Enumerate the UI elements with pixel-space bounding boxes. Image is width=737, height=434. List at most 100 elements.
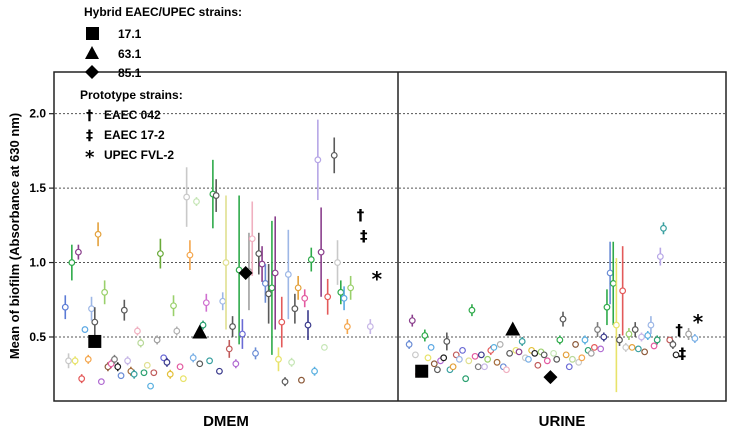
point-marker — [575, 358, 583, 366]
point-marker — [314, 156, 322, 164]
strain-point — [347, 275, 355, 300]
point-marker — [559, 315, 567, 323]
point-marker — [531, 349, 539, 357]
strain-point — [150, 369, 158, 377]
strain-point — [120, 299, 128, 321]
strain-point — [222, 195, 230, 330]
point-marker — [337, 288, 345, 296]
point-marker — [343, 323, 351, 330]
point-marker — [609, 279, 617, 287]
point-marker — [465, 357, 473, 365]
point-marker — [493, 358, 501, 366]
point-marker — [265, 290, 273, 298]
strain-point — [606, 241, 614, 305]
strain-point — [193, 197, 200, 206]
point-marker — [301, 294, 309, 302]
point-marker — [650, 342, 658, 350]
strain-point — [330, 137, 338, 174]
strain-point — [405, 339, 413, 349]
point-marker — [490, 344, 498, 351]
strain-point — [481, 363, 488, 371]
strain-point — [275, 347, 282, 372]
point-marker — [275, 355, 282, 363]
legend-diamond-icon — [85, 65, 99, 79]
point-marker — [71, 357, 79, 365]
strain-point — [493, 358, 501, 366]
point-marker — [506, 349, 514, 357]
point-marker — [340, 294, 348, 302]
point-marker — [84, 355, 92, 363]
strain-point — [88, 296, 95, 321]
strain-point — [660, 222, 667, 235]
y-tick-label-3: 2.0 — [29, 107, 46, 121]
strain-point — [656, 247, 664, 266]
y-tick-label-1: 1.0 — [29, 256, 46, 270]
strain-point — [468, 304, 476, 317]
point-marker — [481, 363, 488, 371]
strain-point — [265, 264, 273, 324]
strain-point — [71, 356, 79, 366]
point-marker — [594, 326, 601, 333]
point-marker — [660, 224, 667, 232]
point-marker — [150, 369, 158, 377]
point-marker — [196, 360, 204, 368]
point-marker — [311, 367, 318, 375]
strain-point — [137, 338, 145, 348]
strain-point — [506, 349, 514, 357]
point-marker — [199, 321, 207, 329]
strain-point — [314, 119, 322, 201]
point-marker — [477, 351, 485, 359]
strain-point — [597, 345, 605, 353]
strain-point — [65, 353, 72, 369]
strain-point — [644, 331, 652, 340]
strain-point — [452, 351, 460, 359]
strain-point — [421, 329, 429, 342]
strain-point — [628, 344, 636, 351]
point-marker — [330, 151, 338, 159]
point-marker — [170, 302, 177, 310]
strain-point — [672, 351, 680, 359]
legend-triangle-icon — [85, 46, 99, 59]
point-marker — [587, 349, 595, 357]
strain-point — [225, 339, 233, 358]
strain-point — [143, 361, 151, 369]
strain-point — [147, 382, 154, 390]
strain-point — [216, 367, 223, 375]
strain-point — [321, 344, 328, 351]
strain-point — [572, 341, 579, 348]
strain-point — [484, 355, 492, 363]
point-marker — [553, 355, 561, 363]
strain-point — [284, 229, 292, 320]
point-marker — [88, 305, 95, 313]
point-marker — [130, 370, 138, 378]
strain-point — [206, 357, 214, 365]
prototype-marker: † — [675, 321, 683, 339]
point-marker — [612, 321, 620, 329]
point-marker — [434, 366, 441, 374]
strain-point — [74, 244, 82, 260]
strain-point — [317, 207, 325, 297]
point-marker — [212, 192, 220, 199]
strain-point — [424, 354, 432, 362]
point-marker — [515, 348, 523, 356]
point-marker — [137, 339, 145, 347]
point-marker — [81, 326, 89, 333]
point-marker — [134, 327, 141, 335]
strain-point — [534, 361, 542, 369]
legend-double-dagger-icon: ‡ — [86, 128, 93, 144]
point-marker — [271, 269, 279, 277]
legend-square-icon — [86, 27, 99, 40]
point-marker — [578, 354, 586, 362]
point-marker — [427, 344, 435, 351]
point-marker — [562, 351, 570, 359]
strain-point — [140, 369, 148, 377]
point-marker — [496, 341, 504, 348]
strain-point — [202, 293, 210, 312]
point-marker — [176, 363, 184, 371]
strain-point — [176, 363, 184, 371]
strain-point — [462, 375, 470, 383]
point-marker — [78, 375, 86, 383]
point-marker — [631, 326, 639, 333]
point-marker — [405, 341, 413, 348]
